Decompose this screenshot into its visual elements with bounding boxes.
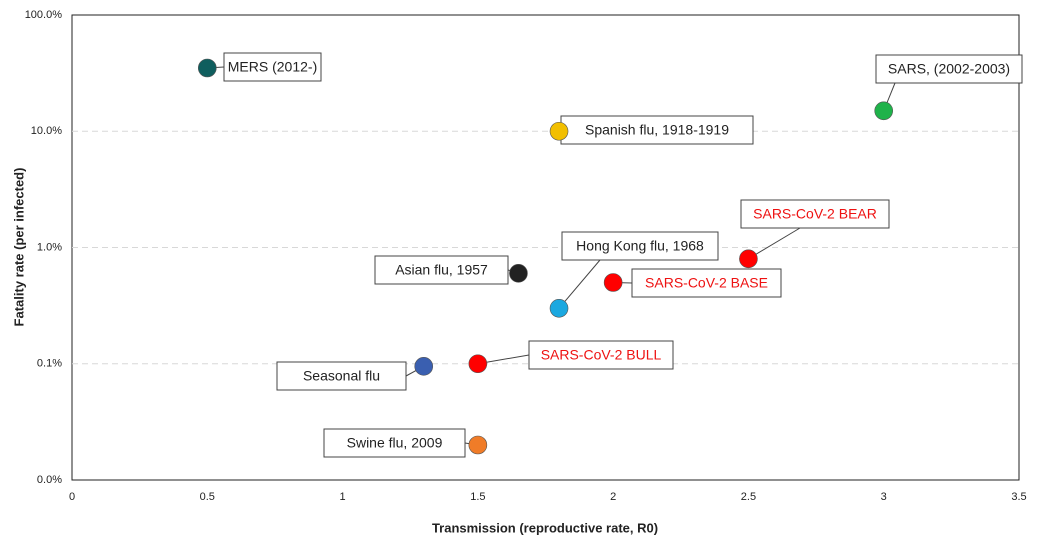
point bbox=[197, 58, 217, 78]
x-tick-label: 3 bbox=[881, 491, 887, 503]
callout-box bbox=[740, 199, 890, 229]
point bbox=[509, 263, 528, 283]
callout-box bbox=[276, 361, 407, 391]
point bbox=[549, 121, 569, 141]
x-tick-label: 2.5 bbox=[741, 491, 756, 503]
callout-label: SARS-CoV-2 BASE bbox=[645, 275, 768, 291]
x-tick-label: 1.5 bbox=[470, 491, 485, 503]
callout-box bbox=[323, 428, 466, 458]
callout-label: SARS, (2002-2003) bbox=[888, 61, 1010, 77]
point bbox=[414, 357, 434, 376]
callout-box bbox=[560, 115, 754, 145]
callout-box bbox=[875, 54, 1023, 84]
x-tick-label: 0.5 bbox=[200, 491, 215, 503]
y-tick-label: 0.1% bbox=[37, 358, 62, 370]
callout-label: SARS-CoV-2 BULL bbox=[541, 347, 662, 363]
callout-label: Hong Kong flu, 1968 bbox=[576, 238, 704, 254]
callout-box bbox=[631, 268, 782, 298]
callout-box bbox=[561, 231, 719, 261]
x-tick-label: 1 bbox=[340, 491, 346, 503]
point bbox=[739, 249, 758, 269]
callout-box bbox=[223, 52, 322, 82]
x-axis-title: Transmission (reproductive rate, R0) bbox=[432, 520, 658, 535]
point bbox=[549, 298, 569, 318]
callout-label: Swine flu, 2009 bbox=[347, 435, 443, 451]
y-tick-label: 100.0% bbox=[25, 9, 63, 21]
x-tick-label: 0 bbox=[69, 491, 75, 503]
callout-label: Spanish flu, 1918-1919 bbox=[585, 122, 729, 138]
callout-label: Asian flu, 1957 bbox=[395, 262, 488, 278]
y-tick-label: 0.0% bbox=[37, 474, 62, 486]
leader-line bbox=[558, 259, 601, 309]
point bbox=[468, 354, 488, 374]
point bbox=[603, 273, 623, 292]
callout-box bbox=[528, 340, 674, 370]
callout-box bbox=[374, 255, 509, 285]
y-tick-label: 10.0% bbox=[31, 125, 62, 137]
callout-label: MERS (2012-) bbox=[228, 59, 317, 75]
leader-line bbox=[748, 227, 801, 260]
point bbox=[468, 435, 488, 455]
callout-label: Seasonal flu bbox=[303, 368, 380, 384]
y-axis-title: Fatality rate (per infected) bbox=[11, 168, 26, 327]
point bbox=[874, 101, 894, 121]
callout-label: SARS-CoV-2 BEAR bbox=[753, 206, 877, 222]
x-tick-label: 2 bbox=[610, 491, 616, 503]
x-tick-label: 3.5 bbox=[1011, 491, 1026, 503]
y-tick-label: 1.0% bbox=[37, 241, 62, 253]
